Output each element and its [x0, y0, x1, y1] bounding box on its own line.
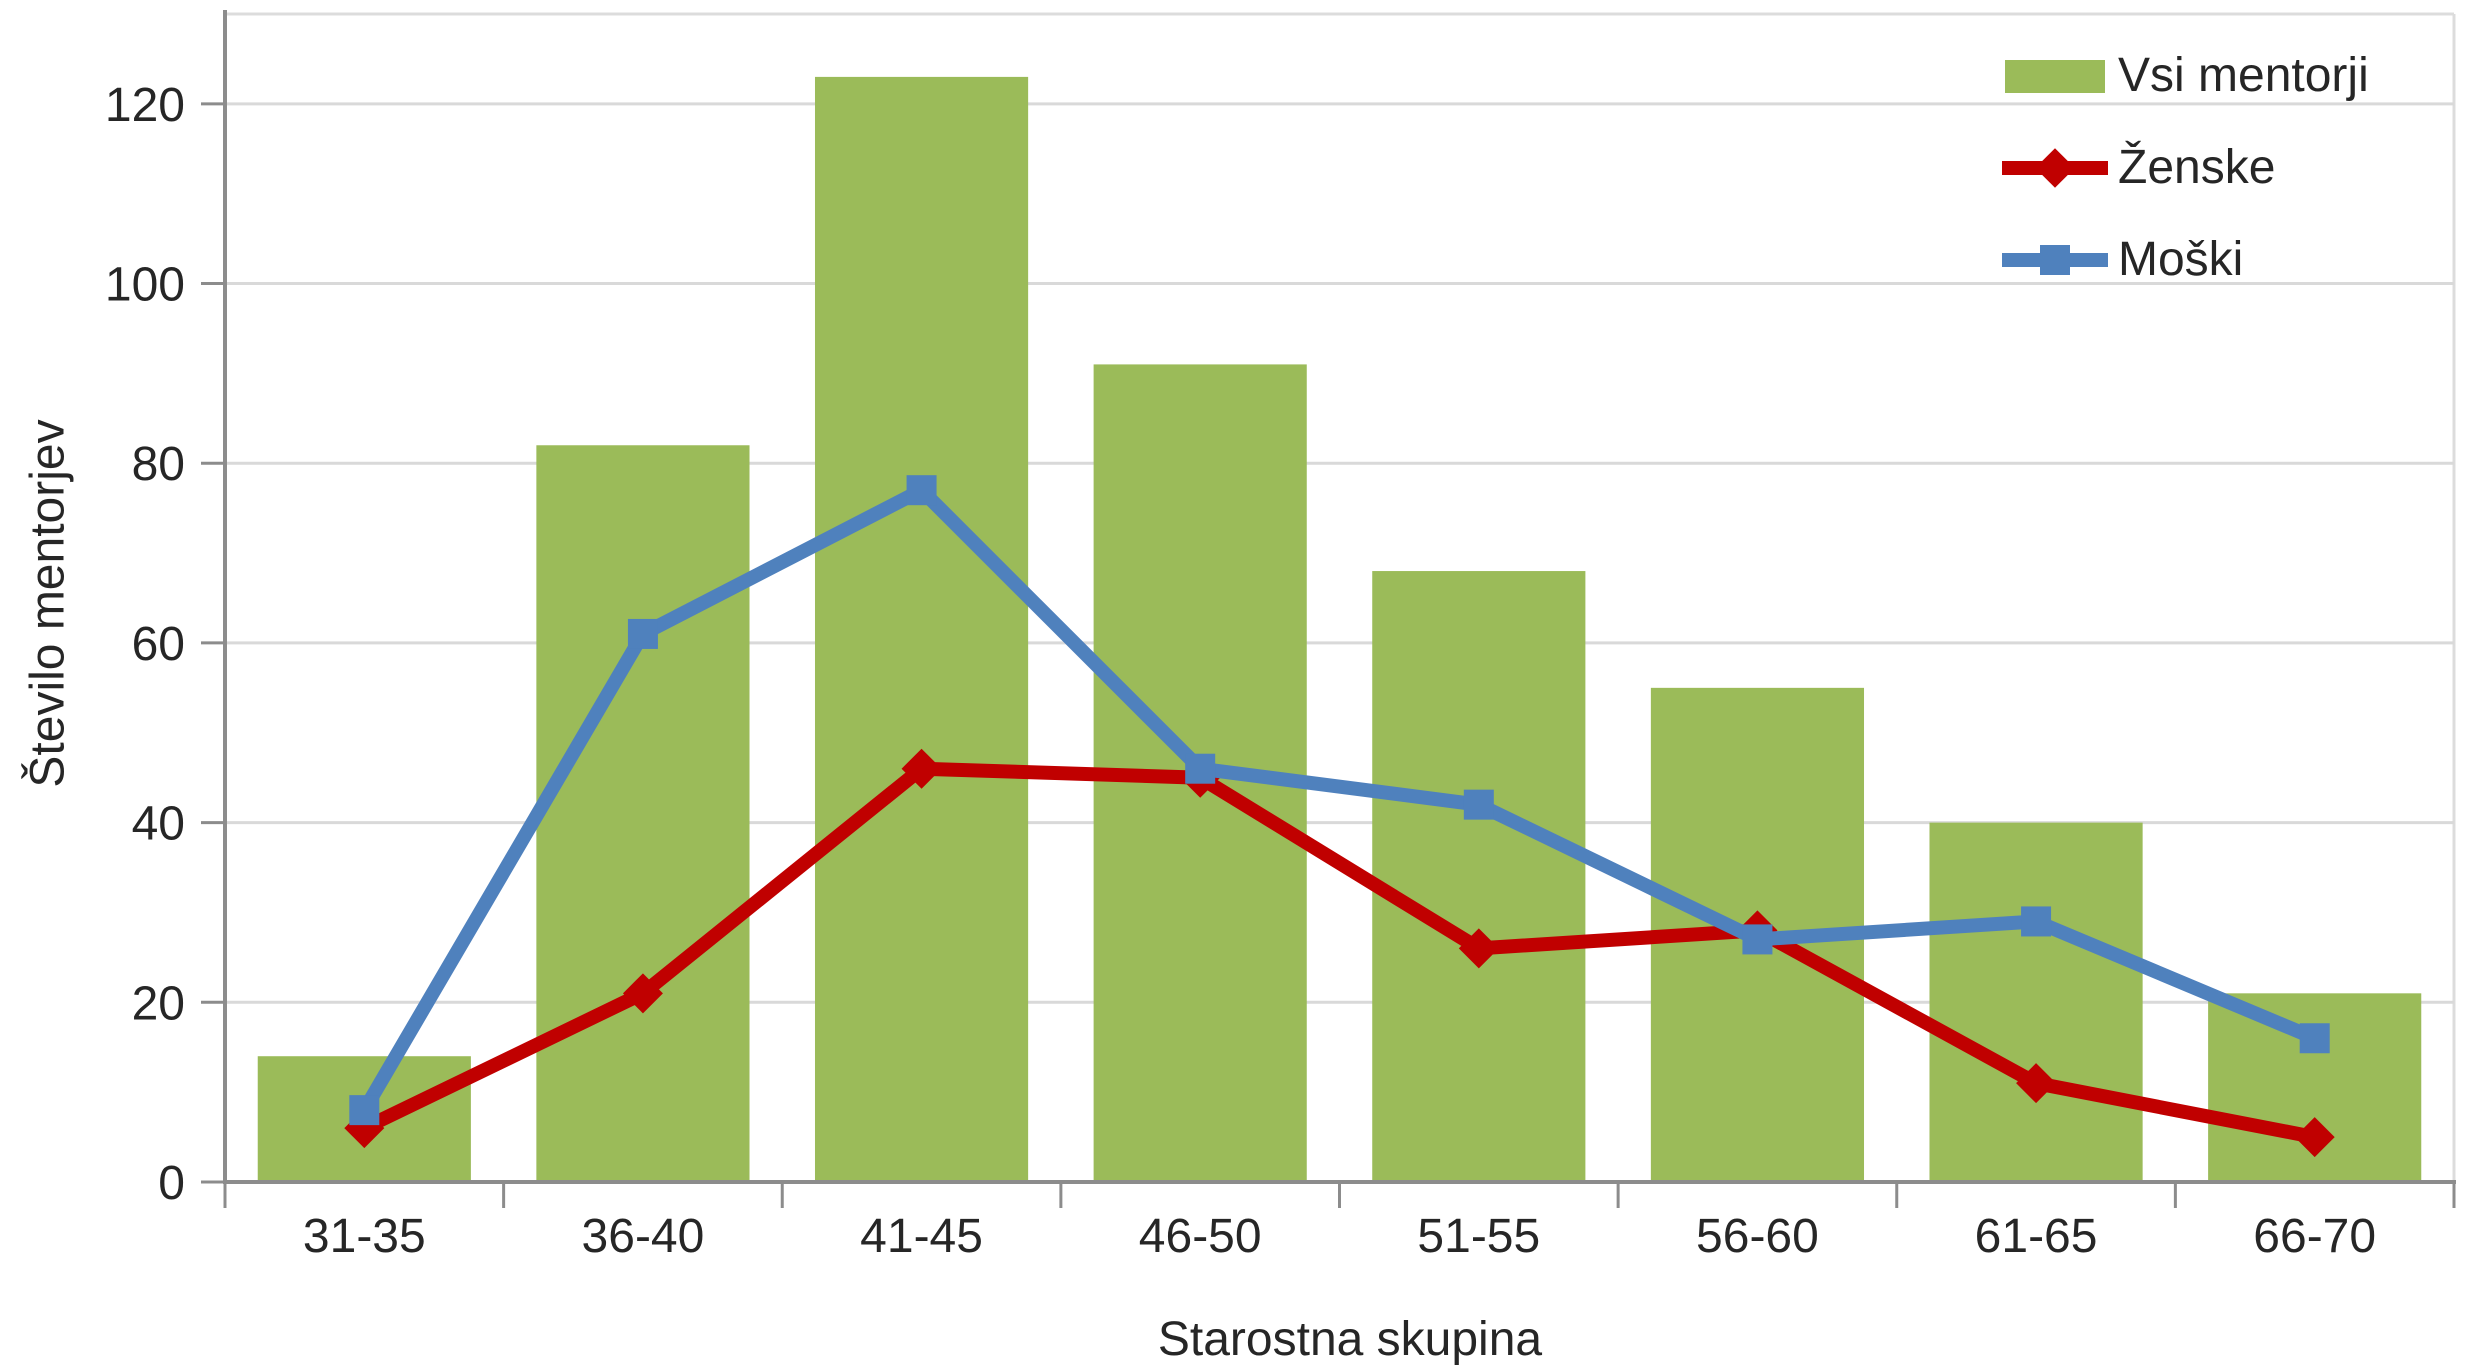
y-tick-label-80: 80 — [132, 438, 185, 491]
y-tick-label-100: 100 — [105, 259, 185, 312]
x-tick-label-66-70: 66-70 — [2253, 1210, 2376, 1263]
legend-label-zenske: Ženske — [2118, 141, 2276, 194]
bar-61-65 — [1929, 822, 2143, 1182]
legend-swatch-moski — [2002, 236, 2108, 284]
marker-square-41-45 — [906, 475, 937, 506]
legend: Vsi mentorji Ženske Moški — [2002, 30, 2369, 306]
y-tick-label-120: 120 — [105, 79, 185, 132]
bar-51-55 — [1372, 571, 1586, 1182]
legend-item-vsi-mentorji: Vsi mentorji — [2002, 30, 2369, 122]
marker-diamond-61-65 — [2016, 1063, 2057, 1104]
marker-square-31-35 — [349, 1095, 380, 1126]
bar-41-45 — [814, 76, 1029, 1182]
x-tick-label-61-65: 61-65 — [1975, 1210, 2098, 1263]
bar-swatch-icon — [2005, 60, 2105, 93]
x-tick-label-31-35: 31-35 — [303, 1210, 426, 1263]
marker-diamond-41-45 — [901, 748, 942, 789]
x-axis-title: Starostna skupina — [1157, 1313, 1543, 1366]
marker-square-46-50 — [1185, 753, 1216, 784]
line-ženske — [361, 761, 2317, 1144]
legend-item-zenske: Ženske — [2002, 122, 2369, 214]
legend-swatch-zenske — [2002, 144, 2108, 192]
marker-square-66-70 — [2299, 1023, 2330, 1054]
marker-diamond-66-70 — [2294, 1117, 2335, 1158]
x-tick-label-41-45: 41-45 — [860, 1210, 983, 1263]
marker-square-61-65 — [2021, 906, 2052, 937]
legend-label-moski: Moški — [2118, 233, 2244, 286]
y-tick-label-60: 60 — [132, 618, 185, 671]
x-tick-label-36-40: 36-40 — [582, 1210, 705, 1263]
marker-square-36-40 — [627, 618, 658, 649]
line-moški — [358, 481, 2318, 1114]
legend-item-moski: Moški — [2002, 214, 2369, 306]
diamond-marker-icon — [2035, 148, 2075, 188]
y-tick-label-40: 40 — [132, 798, 185, 851]
bar-36-40 — [536, 445, 750, 1182]
y-axis-title: Število mentorjev — [21, 419, 75, 788]
x-tick-label-56-60: 56-60 — [1696, 1210, 1819, 1263]
legend-label-vsi-mentorji: Vsi mentorji — [2118, 49, 2369, 102]
marker-square-56-60 — [1742, 924, 1773, 955]
legend-swatch-bar — [2002, 52, 2108, 100]
marker-square-51-55 — [1463, 789, 1494, 820]
y-tick-label-0: 0 — [158, 1157, 185, 1210]
y-tick-label-20: 20 — [132, 977, 185, 1030]
square-marker-icon — [2040, 245, 2070, 275]
marker-diamond-36-40 — [622, 973, 663, 1014]
x-tick-label-46-50: 46-50 — [1139, 1210, 1262, 1263]
marker-diamond-51-55 — [1458, 928, 1499, 969]
x-tick-label-51-55: 51-55 — [1417, 1210, 1540, 1263]
